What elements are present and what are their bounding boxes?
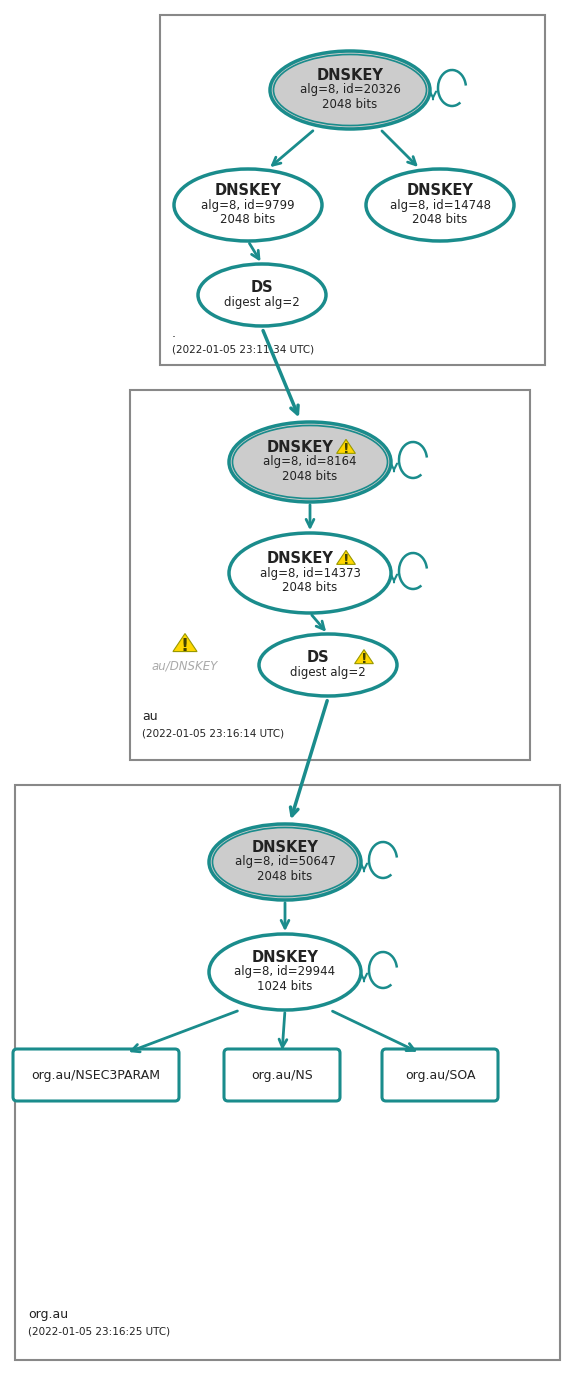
Polygon shape bbox=[354, 649, 374, 664]
Text: org.au/NS: org.au/NS bbox=[251, 1068, 313, 1082]
FancyBboxPatch shape bbox=[382, 1049, 498, 1101]
Ellipse shape bbox=[366, 169, 514, 241]
Text: alg=8, id=20326: alg=8, id=20326 bbox=[299, 84, 400, 96]
FancyBboxPatch shape bbox=[15, 785, 560, 1360]
Text: 2048 bits: 2048 bits bbox=[282, 582, 338, 594]
Text: alg=8, id=50647: alg=8, id=50647 bbox=[234, 856, 335, 868]
Text: alg=8, id=8164: alg=8, id=8164 bbox=[263, 456, 357, 469]
Text: (2022-01-05 23:16:25 UTC): (2022-01-05 23:16:25 UTC) bbox=[28, 1326, 170, 1337]
Ellipse shape bbox=[209, 934, 361, 1010]
Text: DNSKEY: DNSKEY bbox=[215, 183, 281, 198]
FancyBboxPatch shape bbox=[13, 1049, 179, 1101]
Text: DNSKEY: DNSKEY bbox=[407, 183, 473, 198]
Text: au: au bbox=[142, 710, 158, 723]
Text: !: ! bbox=[361, 652, 367, 666]
Text: DNSKEY: DNSKEY bbox=[267, 551, 334, 566]
Text: alg=8, id=29944: alg=8, id=29944 bbox=[234, 966, 336, 978]
Text: alg=8, id=14373: alg=8, id=14373 bbox=[260, 566, 360, 580]
Text: 2048 bits: 2048 bits bbox=[412, 214, 467, 226]
Text: alg=8, id=14748: alg=8, id=14748 bbox=[390, 198, 491, 211]
Text: DNSKEY: DNSKEY bbox=[317, 68, 383, 83]
Text: !: ! bbox=[343, 553, 349, 566]
Text: au/DNSKEY: au/DNSKEY bbox=[152, 660, 218, 672]
Text: org.au: org.au bbox=[28, 1308, 68, 1322]
Text: org.au/NSEC3PARAM: org.au/NSEC3PARAM bbox=[31, 1068, 161, 1082]
Text: 2048 bits: 2048 bits bbox=[220, 214, 276, 226]
Ellipse shape bbox=[229, 422, 391, 502]
Ellipse shape bbox=[209, 824, 361, 900]
Text: DNSKEY: DNSKEY bbox=[252, 949, 318, 965]
Text: 2048 bits: 2048 bits bbox=[282, 470, 338, 484]
Text: DS: DS bbox=[251, 280, 273, 295]
Ellipse shape bbox=[198, 265, 326, 327]
Polygon shape bbox=[336, 440, 356, 453]
Text: org.au/SOA: org.au/SOA bbox=[405, 1068, 475, 1082]
Ellipse shape bbox=[229, 533, 391, 613]
Ellipse shape bbox=[174, 169, 322, 241]
Text: DS: DS bbox=[307, 650, 329, 666]
Text: !: ! bbox=[343, 442, 349, 456]
Ellipse shape bbox=[270, 51, 430, 130]
Polygon shape bbox=[173, 634, 197, 652]
Text: 2048 bits: 2048 bits bbox=[258, 870, 313, 883]
Text: (2022-01-05 23:16:14 UTC): (2022-01-05 23:16:14 UTC) bbox=[142, 728, 284, 739]
Text: DNSKEY: DNSKEY bbox=[252, 841, 318, 854]
FancyBboxPatch shape bbox=[160, 15, 545, 365]
Text: .: . bbox=[172, 327, 176, 340]
FancyBboxPatch shape bbox=[130, 390, 530, 761]
Text: alg=8, id=9799: alg=8, id=9799 bbox=[201, 198, 295, 211]
Text: digest alg=2: digest alg=2 bbox=[224, 296, 300, 309]
Text: !: ! bbox=[181, 637, 189, 655]
Ellipse shape bbox=[259, 634, 397, 696]
Text: DNSKEY: DNSKEY bbox=[267, 440, 334, 455]
Text: 2048 bits: 2048 bits bbox=[322, 98, 378, 112]
Text: (2022-01-05 23:11:34 UTC): (2022-01-05 23:11:34 UTC) bbox=[172, 344, 314, 354]
FancyBboxPatch shape bbox=[224, 1049, 340, 1101]
Text: 1024 bits: 1024 bits bbox=[258, 980, 313, 994]
Polygon shape bbox=[336, 550, 356, 565]
Text: digest alg=2: digest alg=2 bbox=[290, 666, 366, 679]
